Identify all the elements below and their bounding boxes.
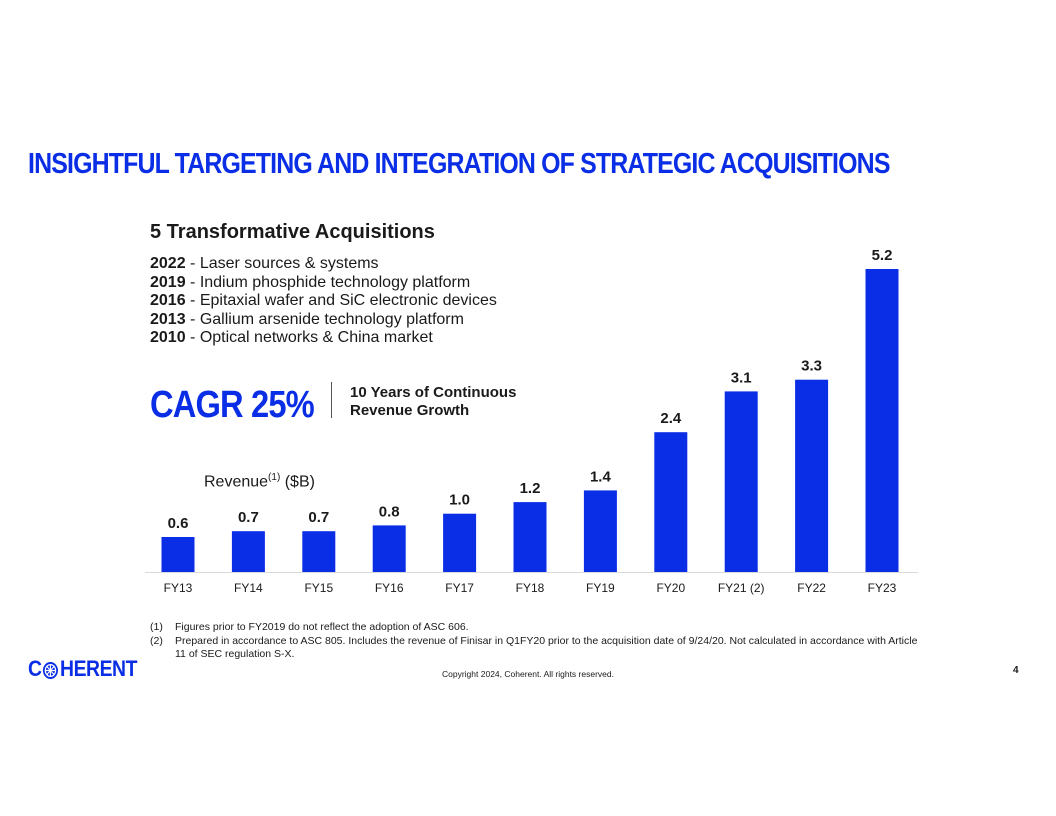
logo-wordmark: C HERENT [28, 656, 137, 682]
acquisition-year: 2016 [150, 292, 186, 310]
company-logo: C HERENT [28, 656, 152, 682]
acquisition-text: - Laser sources & systems [185, 255, 379, 272]
bar-value-label: 0.7 [308, 509, 329, 526]
acquisition-text: - Indium phosphide technology platform [185, 273, 471, 291]
cagr-divider [331, 382, 332, 418]
x-tick-label: FY17 [445, 581, 474, 595]
revenue-label-footnote: (1) [268, 472, 281, 483]
x-tick-label: FY13 [164, 581, 193, 595]
cagr-note: 10 Years of Continuous Revenue Growth [350, 384, 516, 420]
bar-value-label: 0.8 [379, 503, 400, 520]
footnote-text: Figures prior to FY2019 do not reflect t… [175, 621, 469, 633]
acquisitions-heading: 5 Transformative Acquisitions [150, 221, 435, 243]
bar-value-label: 3.1 [731, 369, 752, 386]
bar-fy17 [443, 513, 477, 572]
bar-fy20 [654, 432, 688, 572]
x-tick-label: FY23 [868, 581, 897, 595]
acquisition-item: 2016 - Epitaxial wafer and SiC electroni… [150, 292, 497, 311]
footnote: (1) Figures prior to FY2019 do not reflec… [150, 621, 930, 635]
logo-suffix: HERENT [60, 656, 137, 681]
revenue-label-unit: ($B) [280, 473, 315, 491]
bar-fy16 [372, 525, 406, 572]
logo-prefix: C [28, 656, 42, 681]
x-tick-label: FY14 [234, 581, 263, 595]
bar-fy22 [795, 379, 829, 572]
cagr-note-line2: Revenue Growth [350, 402, 470, 419]
bar-fy13 [161, 537, 195, 572]
copyright-text: Copyright 2024, Coherent. All rights res… [442, 669, 614, 679]
footnote-number: (1) [150, 621, 163, 633]
footnote-text: Prepared in accordance to ASC 805. Inclu… [175, 634, 918, 661]
cagr-note-line1: 10 Years of Continuous [350, 384, 517, 401]
coherent-logo-icon [43, 661, 59, 679]
bar-value-label: 2.4 [660, 410, 682, 427]
acquisition-item: 2022 - Laser sources & systems [150, 255, 497, 274]
bar-value-label: 1.2 [520, 480, 541, 497]
acquisition-year: 2019 [150, 273, 186, 291]
x-tick-label: FY21 (2) [718, 581, 765, 595]
acquisition-text: - Gallium arsenide technology platform [185, 310, 464, 328]
acquisition-item: 2010 - Optical networks & China market [150, 329, 497, 348]
page-number: 4 [1013, 665, 1019, 676]
bar-fy23 [865, 269, 899, 572]
x-tick-label: FY18 [516, 581, 545, 595]
x-tick-label: FY20 [656, 581, 685, 595]
bar-value-label: 0.6 [168, 515, 189, 532]
acquisition-text: - Optical networks & China market [185, 329, 433, 347]
bar-fy14 [231, 531, 265, 572]
acquisition-year: 2022 [150, 255, 186, 272]
bar-fy15 [302, 531, 336, 572]
acquisition-year: 2010 [150, 329, 186, 347]
revenue-label: Revenue(1) ($B) [204, 472, 315, 491]
bar-value-label: 0.7 [238, 509, 259, 526]
footnote-number: (2) [150, 634, 163, 647]
acquisition-year: 2013 [150, 310, 186, 328]
footnote: (2) Prepared in accordance to ASC 805. In… [150, 635, 930, 662]
acquisition-item: 2013 - Gallium arsenide technology platf… [150, 311, 497, 330]
x-tick-label: FY16 [375, 581, 404, 595]
bar-fy21-2 [724, 391, 758, 572]
page-title: INSIGHTFUL TARGETING AND INTEGRATION OF … [28, 148, 890, 180]
x-tick-label: FY19 [586, 581, 615, 595]
bar-value-label: 5.2 [872, 247, 893, 264]
acquisition-text: - Epitaxial wafer and SiC electronic dev… [185, 292, 497, 310]
bar-fy19 [583, 490, 617, 572]
bar-value-label: 1.4 [590, 468, 612, 485]
x-tick-label: FY15 [304, 581, 333, 595]
cagr-value: CAGR 25% [150, 384, 315, 426]
acquisitions-list: 2022 - Laser sources & systems 2019 - In… [150, 255, 497, 348]
x-tick-label: FY22 [797, 581, 826, 595]
acquisition-item: 2019 - Indium phosphide technology platf… [150, 274, 497, 293]
footnotes: (1) Figures prior to FY2019 do not reflec… [150, 621, 930, 662]
revenue-label-text: Revenue [204, 473, 269, 491]
bar-fy18 [513, 502, 547, 572]
bar-value-label: 3.3 [801, 358, 822, 375]
bar-value-label: 1.0 [449, 492, 470, 509]
